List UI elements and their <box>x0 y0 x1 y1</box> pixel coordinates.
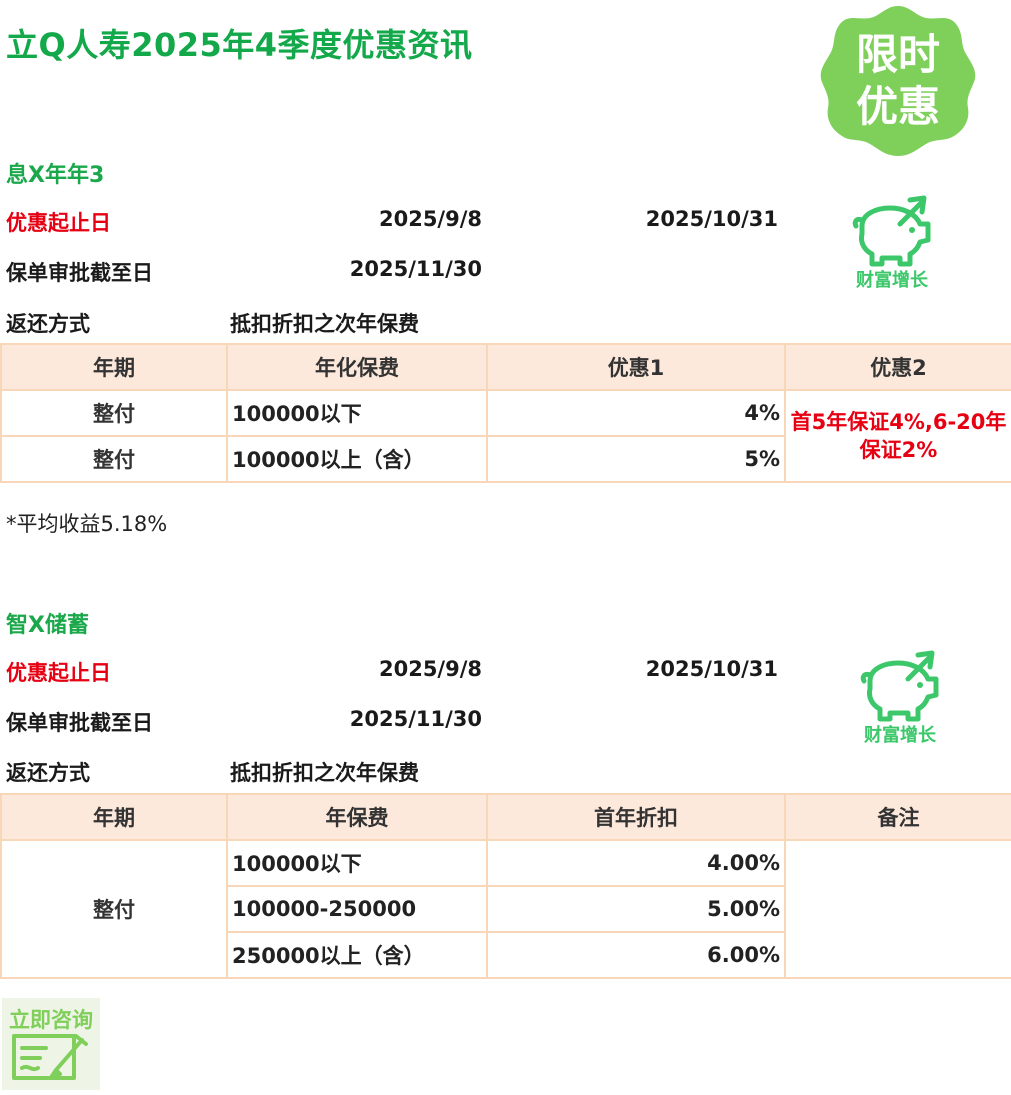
header-discount-1: 优惠1 <box>486 343 786 391</box>
wealth-growth-icon: 财富增长 <box>850 645 950 755</box>
approval-deadline-label: 保单审批截至日 <box>6 711 153 735</box>
discount-cell: 4.00% <box>486 839 786 887</box>
wealth-growth-label: 财富增长 <box>856 270 928 291</box>
product-1-table: 年期 年化保费 优惠1 优惠2 整付 100000以下 4% 首5年保证4%,6… <box>0 343 1011 483</box>
premium-cell: 250000以上（含） <box>226 931 488 979</box>
approval-deadline-label: 保单审批截至日 <box>6 261 153 285</box>
refund-method-value: 抵扣折扣之次年保费 <box>230 761 419 785</box>
refund-method-label: 返还方式 <box>6 312 90 336</box>
badge-line-2: 优惠 <box>855 82 940 131</box>
term-cell: 整付 <box>0 435 228 483</box>
table-header-row: 年期 年化保费 优惠1 优惠2 <box>0 343 1011 391</box>
header-term: 年期 <box>0 343 228 391</box>
discount-2-note: 首5年保证4%,6-20年保证2% <box>784 389 1011 483</box>
refund-method-value: 抵扣折扣之次年保费 <box>230 312 419 336</box>
promo-end-date: 2025/10/31 <box>645 657 778 681</box>
piggy-bank-icon <box>852 195 931 267</box>
discount-cell: 5.00% <box>486 885 786 933</box>
premium-cell: 100000以下 <box>226 389 488 437</box>
product-2-table: 年期 年保费 首年折扣 备注 整付 100000以下 4.00% 100000-… <box>0 793 1011 979</box>
wealth-growth-icon: 财富增长 <box>842 190 942 300</box>
discount-cell: 5% <box>486 435 786 483</box>
premium-cell: 100000以上（含） <box>226 435 488 483</box>
table-row: 整付 100000以下 4.00% <box>0 839 1011 979</box>
header-premium: 年保费 <box>226 793 488 841</box>
badge-shape <box>820 6 976 156</box>
product-name: 智X储蓄 <box>6 613 89 638</box>
promo-start-date: 2025/9/8 <box>378 657 482 681</box>
promo-end-date: 2025/10/31 <box>645 207 778 231</box>
table-header-row: 年期 年保费 首年折扣 备注 <box>0 793 1011 841</box>
consult-now-label: 立即咨询 <box>9 1008 93 1032</box>
approval-deadline-date: 2025/11/30 <box>349 257 482 281</box>
header-term: 年期 <box>0 793 228 841</box>
limited-offer-badge: 限时 优惠 <box>818 2 978 158</box>
piggy-bank-icon <box>860 650 939 722</box>
header-first-year-discount: 首年折扣 <box>486 793 786 841</box>
product-name: 息X年年3 <box>6 163 105 188</box>
term-cell: 整付 <box>0 839 228 979</box>
average-yield-footnote: *平均收益5.18% <box>6 512 168 536</box>
premium-cell: 100000-250000 <box>226 885 488 933</box>
sign-form-icon <box>12 1034 88 1080</box>
header-discount-2: 优惠2 <box>784 343 1011 391</box>
premium-cell: 100000以下 <box>226 839 488 887</box>
promo-start-date: 2025/9/8 <box>378 207 482 231</box>
consult-now-button[interactable]: 立即咨询 <box>2 998 100 1090</box>
table-row: 整付 100000以下 4% 首5年保证4%,6-20年保证2% <box>0 389 1011 483</box>
wealth-growth-label: 财富增长 <box>864 725 936 746</box>
badge-line-1: 限时 <box>855 30 940 79</box>
approval-deadline-date: 2025/11/30 <box>349 707 482 731</box>
remarks-cell <box>784 839 1011 979</box>
term-cell: 整付 <box>0 389 228 437</box>
promo-period-label: 优惠起止日 <box>6 211 111 235</box>
promo-period-label: 优惠起止日 <box>6 661 111 685</box>
discount-cell: 4% <box>486 389 786 437</box>
table-row: 100000-250000 5.00% <box>1 885 1011 933</box>
table-row: 整付 100000以上（含） 5% <box>0 435 1011 483</box>
discount-cell: 6.00% <box>486 931 786 979</box>
header-premium: 年化保费 <box>226 343 488 391</box>
header-remarks: 备注 <box>784 793 1011 841</box>
table-row: 250000以上（含） 6.00% <box>1 931 1011 979</box>
page-title: 立Q人寿2025年4季度优惠资讯 <box>6 26 473 64</box>
refund-method-label: 返还方式 <box>6 761 90 785</box>
